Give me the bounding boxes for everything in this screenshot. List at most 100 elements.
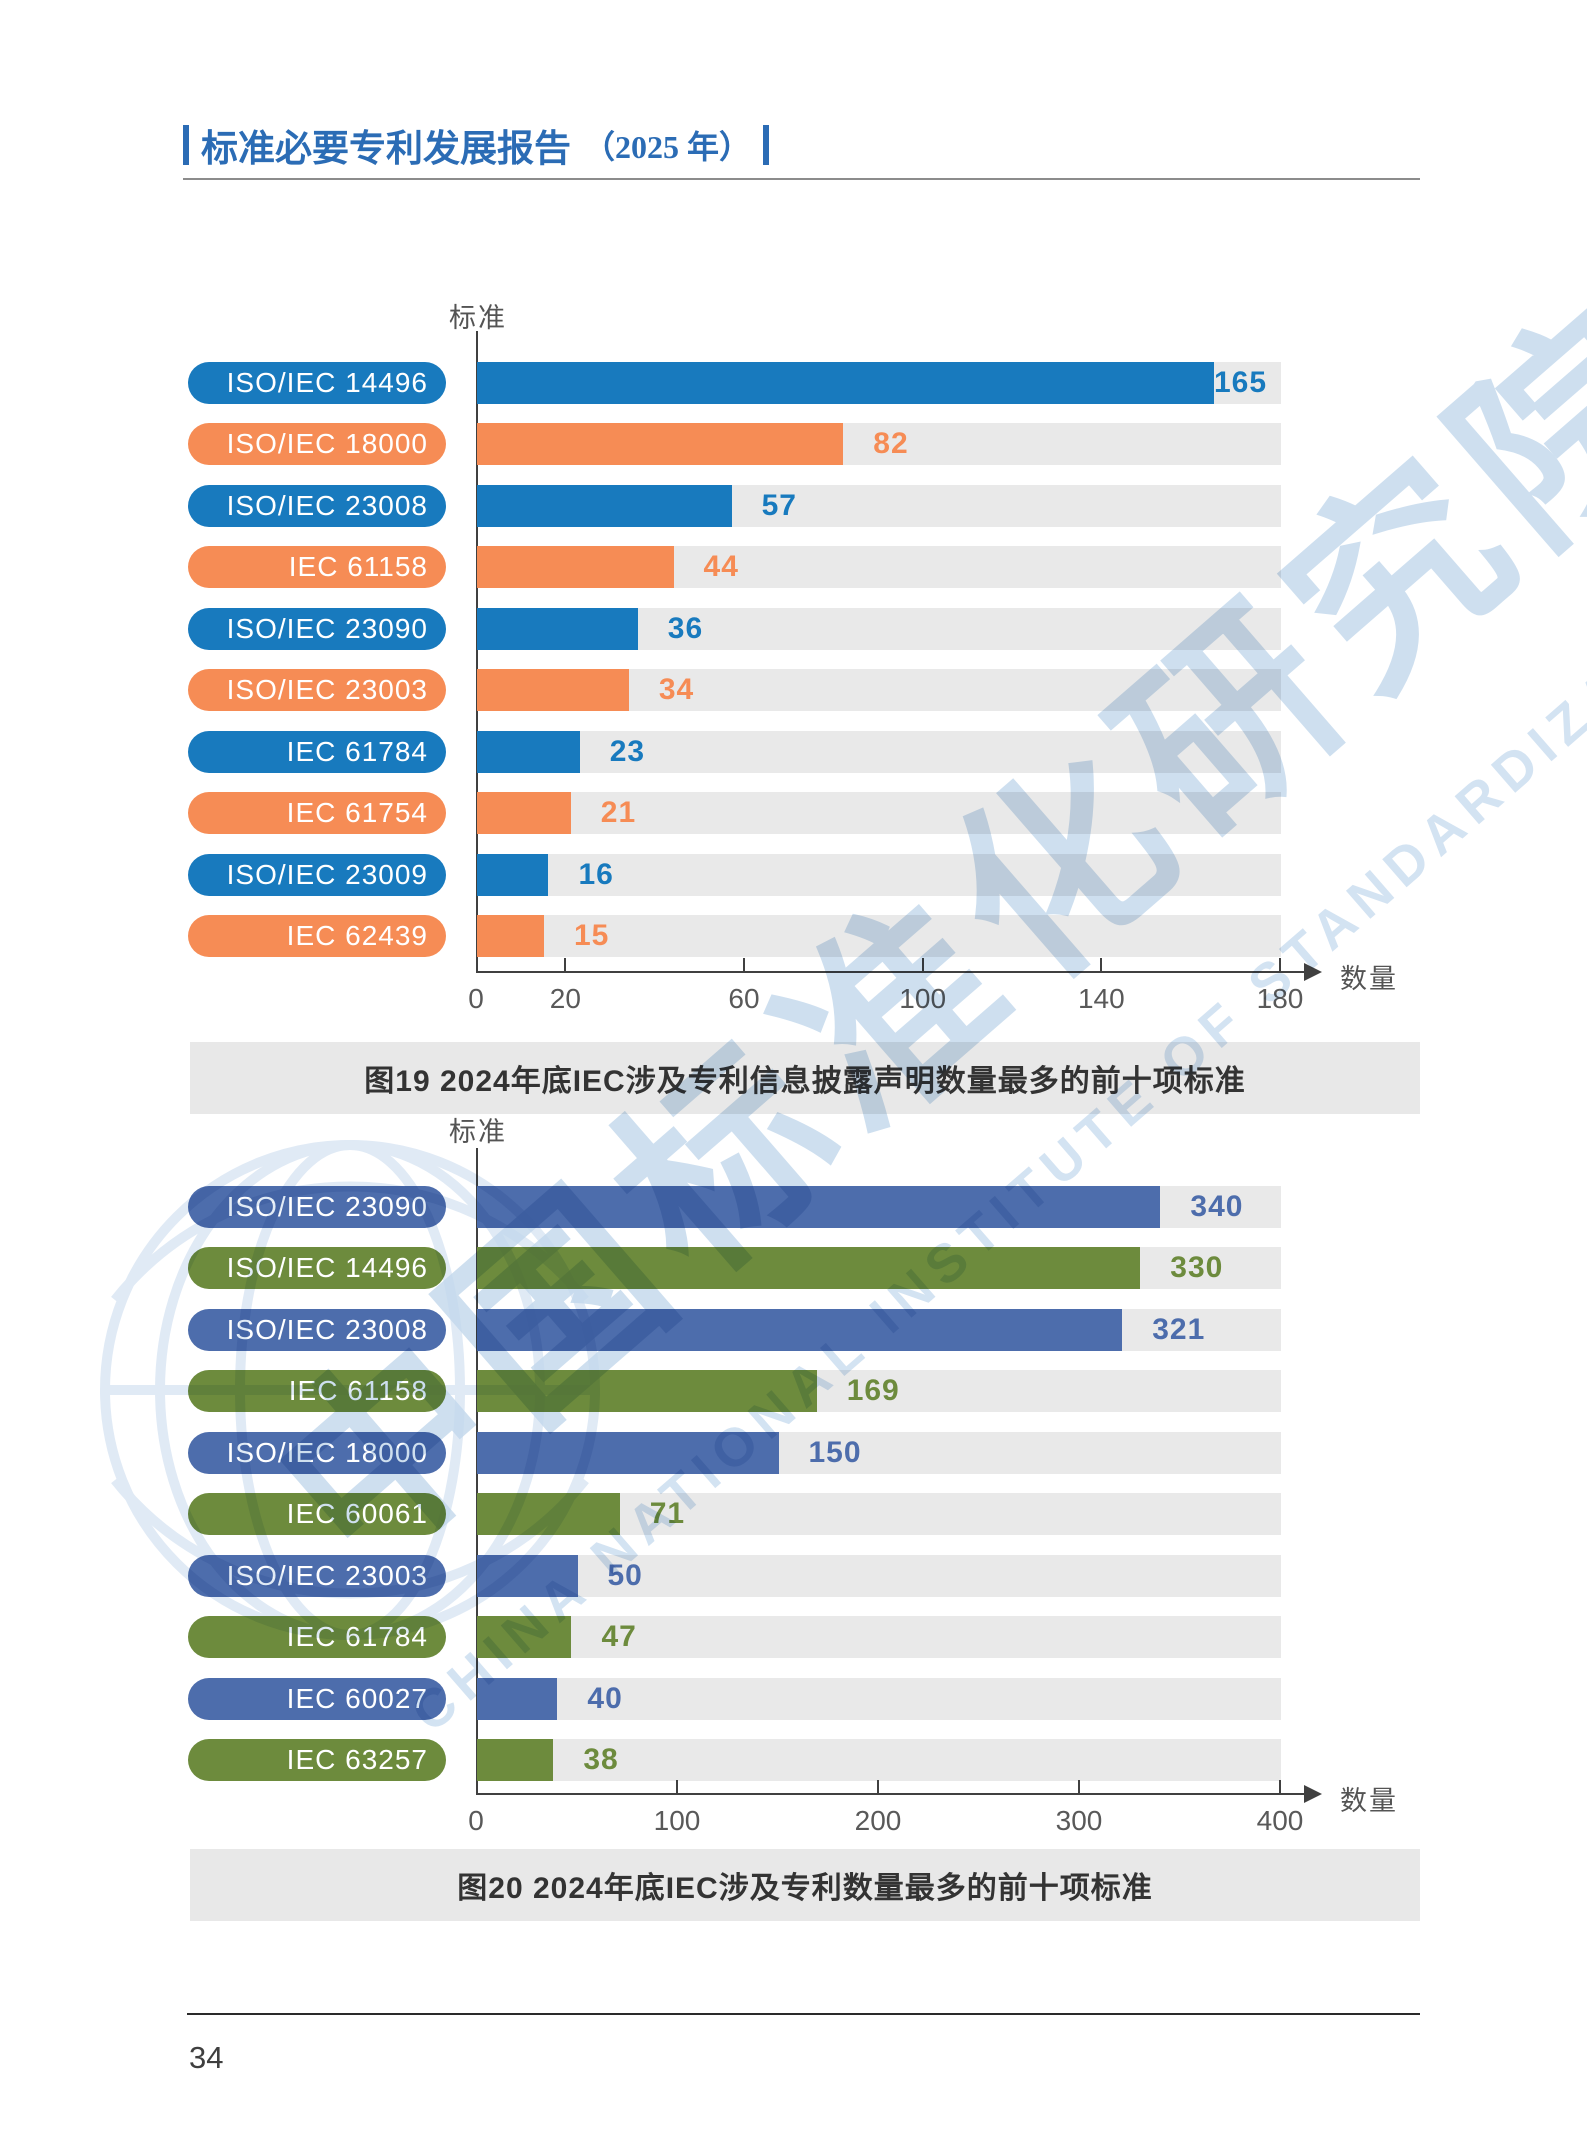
category-pill: IEC 62439 xyxy=(188,915,446,958)
bar-value-label: 150 xyxy=(808,1435,862,1469)
bar-track: 165 xyxy=(477,361,1281,404)
category-label: ISO/IEC 23008 xyxy=(226,489,428,521)
bar-value-label: 82 xyxy=(873,427,909,461)
bar xyxy=(477,1554,578,1597)
bar-value-label: 47 xyxy=(601,1620,637,1654)
category-pill: IEC 61158 xyxy=(188,546,446,589)
bar xyxy=(477,607,638,650)
category-label: ISO/IEC 23009 xyxy=(226,858,428,890)
category-pill: IEC 60027 xyxy=(188,1677,446,1720)
chart-row: ISO/IEC 18000 82 xyxy=(188,414,1281,476)
chart-row: ISO/IEC 23003 50 xyxy=(188,1545,1281,1607)
category-label: ISO/IEC 14496 xyxy=(226,366,428,398)
bar-value-label: 71 xyxy=(649,1497,686,1531)
bar-value-label: 44 xyxy=(703,550,739,584)
x-axis-line xyxy=(476,1793,1304,1795)
tick-label: 0 xyxy=(468,1805,484,1836)
y-axis-title: 标准 xyxy=(449,303,507,333)
category-pill: ISO/IEC 23008 xyxy=(188,1308,446,1351)
category-label: IEC 61784 xyxy=(286,1621,428,1653)
chart-row: ISO/IEC 14496 165 xyxy=(188,352,1281,414)
bar-track: 82 xyxy=(477,423,1281,466)
bar-track: 15 xyxy=(477,915,1281,958)
category-label: IEC 61754 xyxy=(286,797,428,829)
bar-value-label: 321 xyxy=(1152,1312,1206,1346)
category-label: IEC 63257 xyxy=(286,1744,428,1776)
bar-value-label: 40 xyxy=(587,1681,623,1715)
chart-row: IEC 61158 44 xyxy=(188,537,1281,599)
chart-row: ISO/IEC 18000 150 xyxy=(188,1422,1281,1484)
report-title: 标准必要专利发展报告 xyxy=(201,128,571,169)
category-label: ISO/IEC 18000 xyxy=(226,1436,428,1468)
category-label: IEC 60027 xyxy=(286,1682,428,1714)
tick-mark xyxy=(564,958,567,971)
tick-label: 20 xyxy=(549,983,581,1014)
bar-value-label: 23 xyxy=(609,734,646,768)
bar-track: 34 xyxy=(477,669,1281,712)
bar xyxy=(477,730,580,773)
bar-value-label: 330 xyxy=(1170,1251,1224,1285)
chart-row: IEC 61158 169 xyxy=(188,1361,1281,1423)
x-axis-arrow-icon xyxy=(1304,963,1322,981)
tick-label: 180 xyxy=(1256,983,1304,1014)
tick-mark xyxy=(1100,958,1103,971)
y-axis-line xyxy=(476,331,478,973)
bar-track: 71 xyxy=(477,1493,1281,1536)
category-pill: ISO/IEC 23009 xyxy=(188,853,446,896)
tick-label: 100 xyxy=(899,983,947,1014)
bar xyxy=(477,1308,1123,1351)
category-label: IEC 61158 xyxy=(288,551,428,583)
category-label: ISO/IEC 23090 xyxy=(226,612,428,644)
tick-label: 0 xyxy=(468,983,484,1014)
category-label: IEC 62439 xyxy=(286,920,428,952)
category-pill: IEC 61158 xyxy=(188,1370,446,1413)
figure-19-caption: 图19 2024年底IEC涉及专利信息披露声明数量最多的前十项标准 xyxy=(190,1042,1420,1114)
bar xyxy=(477,423,844,466)
x-axis-title: 数量 xyxy=(1340,1786,1398,1816)
chart-row: ISO/IEC 23090 36 xyxy=(188,598,1281,660)
chart-row: IEC 60027 40 xyxy=(188,1668,1281,1730)
category-label: ISO/IEC 23090 xyxy=(226,1190,428,1222)
header-left-bar-icon xyxy=(183,125,189,165)
chart-row: IEC 61754 21 xyxy=(188,783,1281,845)
bar-value-label: 50 xyxy=(607,1558,643,1592)
bar xyxy=(477,1616,572,1659)
bar xyxy=(477,792,571,835)
chart-row: ISO/IEC 23003 34 xyxy=(188,660,1281,722)
category-label: IEC 61158 xyxy=(288,1375,428,1407)
bar xyxy=(477,484,732,527)
tick-mark xyxy=(743,958,745,971)
category-label: ISO/IEC 23003 xyxy=(226,1559,428,1591)
category-pill: IEC 61754 xyxy=(188,792,446,835)
figure-20-caption: 图20 2024年底IEC涉及专利数量最多的前十项标准 xyxy=(190,1849,1420,1921)
chart-row: ISO/IEC 23009 16 xyxy=(188,844,1281,906)
header-right-bar-icon xyxy=(763,125,770,165)
page-header: 标准必要专利发展报告 （2025 年） xyxy=(183,118,770,172)
bar-rows: ISO/IEC 23090 340 ISO/IEC 14496 330 ISO/IEC … xyxy=(188,1176,1281,1791)
chart-row: ISO/IEC 23008 321 xyxy=(188,1299,1281,1361)
y-axis-title: 标准 xyxy=(449,1117,507,1147)
bar-value-label: 340 xyxy=(1190,1189,1244,1223)
tick-label: 200 xyxy=(854,1805,902,1836)
bar xyxy=(477,853,549,896)
x-axis-line xyxy=(476,971,1304,973)
header-divider xyxy=(183,178,1420,180)
bar-value-label: 169 xyxy=(846,1374,900,1408)
category-label: IEC 61784 xyxy=(286,735,428,767)
category-pill: IEC 61784 xyxy=(188,730,446,773)
tick-mark xyxy=(1078,1780,1080,1793)
category-pill: ISO/IEC 18000 xyxy=(188,1431,446,1474)
tick-mark xyxy=(1279,1780,1281,1793)
chart-row: ISO/IEC 14496 330 xyxy=(188,1238,1281,1300)
bar-value-label: 38 xyxy=(583,1743,619,1777)
tick-label: 140 xyxy=(1077,983,1125,1014)
category-pill: ISO/IEC 14496 xyxy=(188,361,446,404)
category-label: IEC 60061 xyxy=(286,1498,428,1530)
tick-mark xyxy=(1279,958,1281,971)
bar xyxy=(477,546,674,589)
category-label: ISO/IEC 14496 xyxy=(226,1252,428,1284)
bar-track: 40 xyxy=(477,1677,1281,1720)
chart-row: IEC 63257 38 xyxy=(188,1730,1281,1792)
chart-row: IEC 62439 15 xyxy=(188,906,1281,968)
